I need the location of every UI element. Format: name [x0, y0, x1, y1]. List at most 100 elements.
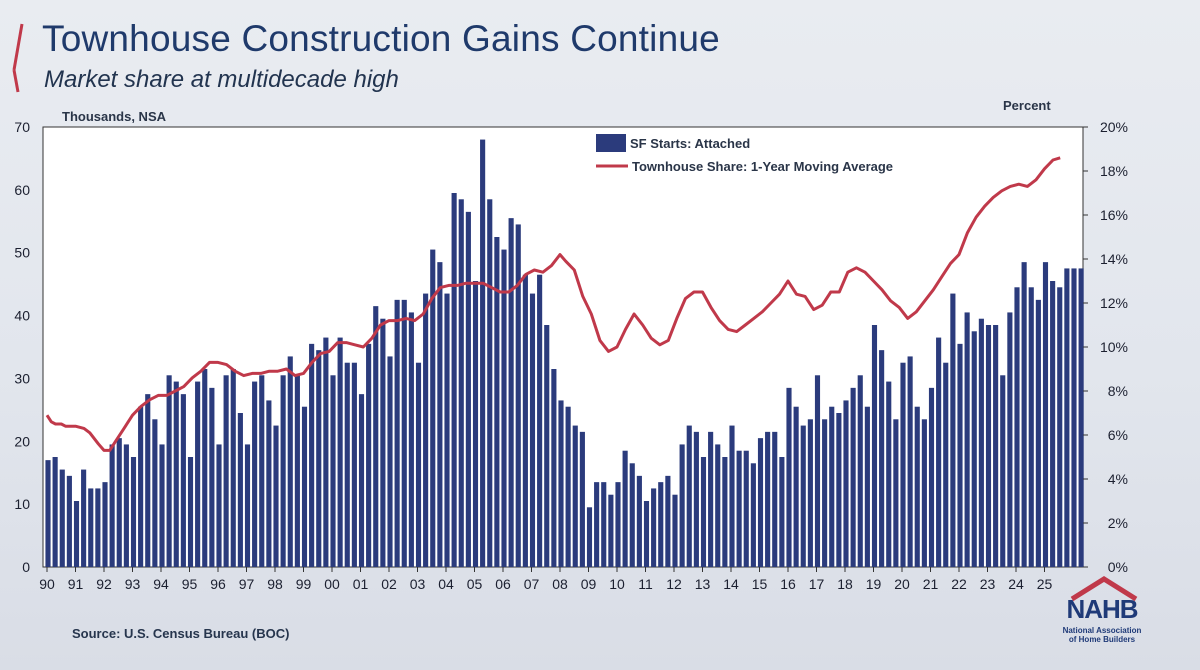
bar — [900, 362, 906, 567]
bar — [1007, 312, 1013, 567]
left-axis-tick-label: 70 — [14, 119, 30, 135]
source-note: Source: U.S. Census Bureau (BOC) — [72, 626, 290, 641]
bar — [921, 419, 927, 567]
bar — [537, 274, 543, 567]
bar — [287, 356, 293, 567]
bar — [700, 457, 707, 567]
bar — [515, 224, 521, 567]
bar — [936, 337, 942, 567]
x-axis-tick-label: 95 — [182, 576, 198, 592]
bar — [857, 375, 863, 567]
right-axis-ticks: 0% 2% 4% 6% 8% 10% 12% 14% 16% 18% 20% — [1083, 119, 1128, 575]
bar — [216, 444, 222, 567]
bar — [814, 375, 821, 567]
bar — [501, 249, 507, 567]
bar — [394, 299, 400, 567]
bar — [487, 199, 493, 568]
bar — [978, 318, 984, 567]
x-axis-tick-label: 90 — [39, 576, 55, 592]
bar — [415, 362, 422, 567]
bar — [88, 488, 94, 567]
bar — [544, 325, 550, 567]
bar — [636, 475, 642, 567]
bar — [1035, 299, 1041, 567]
bar — [928, 387, 935, 567]
bar — [1057, 287, 1063, 567]
house-roof-icon — [1070, 576, 1138, 601]
left-axis-tick-label: 20 — [14, 433, 30, 449]
bar — [480, 139, 486, 567]
bar — [180, 394, 186, 567]
bar — [430, 249, 436, 567]
bar — [166, 375, 172, 567]
bar — [152, 419, 158, 567]
bar — [1021, 262, 1027, 567]
logo-wordmark: NAHB — [1066, 594, 1138, 624]
bar — [843, 400, 849, 567]
x-axis-tick-label: 01 — [353, 576, 369, 592]
x-axis-tick-label: 98 — [267, 576, 283, 592]
bar — [73, 501, 80, 567]
x-axis-tick-label: 11 — [638, 576, 653, 592]
left-axis-tick-label: 40 — [14, 308, 30, 324]
bar — [173, 381, 179, 567]
bar — [1071, 268, 1077, 567]
x-axis-tick-label: 19 — [866, 576, 882, 592]
bar — [743, 450, 749, 567]
left-axis-tick-label: 50 — [14, 245, 30, 261]
x-axis-tick-label: 22 — [951, 576, 967, 592]
x-axis-tick-label: 21 — [923, 576, 939, 592]
bar — [765, 431, 771, 567]
left-axis-label: Thousands, NSA — [62, 109, 167, 124]
x-axis-tick-label: 16 — [780, 576, 796, 592]
left-axis-tick-label: 30 — [14, 370, 30, 386]
bar — [822, 419, 828, 567]
bar — [886, 381, 892, 567]
bar — [708, 431, 714, 567]
left-axis-ticks: 0 10 20 30 40 50 60 70 — [14, 119, 30, 575]
right-axis-tick-label: 14% — [1100, 251, 1128, 267]
right-axis-tick-label: 6% — [1108, 427, 1128, 443]
bar — [52, 457, 58, 567]
bar — [800, 425, 806, 567]
x-axis-tick-label: 14 — [723, 576, 739, 592]
bar — [793, 406, 799, 567]
nahb-logo: NAHB National Association of Home Builde… — [1058, 575, 1178, 665]
x-axis-tick-label: 23 — [980, 576, 996, 592]
bar — [159, 444, 165, 567]
accent-slash-icon — [12, 23, 24, 93]
x-axis-tick-label: 13 — [695, 576, 711, 592]
x-axis-tick-label: 03 — [410, 576, 426, 592]
bar — [522, 274, 528, 567]
bar — [786, 387, 792, 567]
x-axis-tick-label: 94 — [153, 576, 169, 592]
bar — [679, 444, 685, 567]
bar — [337, 337, 343, 567]
bar — [138, 406, 144, 567]
bar — [665, 475, 671, 567]
bar — [316, 350, 322, 567]
x-axis-tick-label: 10 — [609, 576, 625, 592]
bar — [1050, 281, 1056, 567]
bar — [672, 494, 678, 567]
bar — [102, 482, 108, 567]
bar — [330, 375, 336, 567]
bar — [66, 475, 72, 567]
bar — [779, 457, 785, 567]
bar — [693, 431, 699, 567]
legend-bar-label: SF Starts: Attached — [630, 136, 750, 151]
bar — [301, 406, 308, 567]
bar — [736, 450, 742, 567]
bar — [985, 325, 992, 567]
bar — [1000, 375, 1006, 567]
x-axis-tick-label: 25 — [1037, 576, 1053, 592]
bar — [622, 450, 628, 567]
bar — [95, 488, 101, 567]
x-axis-tick-label: 02 — [381, 576, 397, 592]
bar — [45, 460, 51, 567]
right-axis-tick-label: 10% — [1100, 339, 1128, 355]
bar — [750, 463, 756, 567]
x-axis-tick-label: 24 — [1008, 576, 1024, 592]
x-axis-tick-label: 08 — [552, 576, 568, 592]
